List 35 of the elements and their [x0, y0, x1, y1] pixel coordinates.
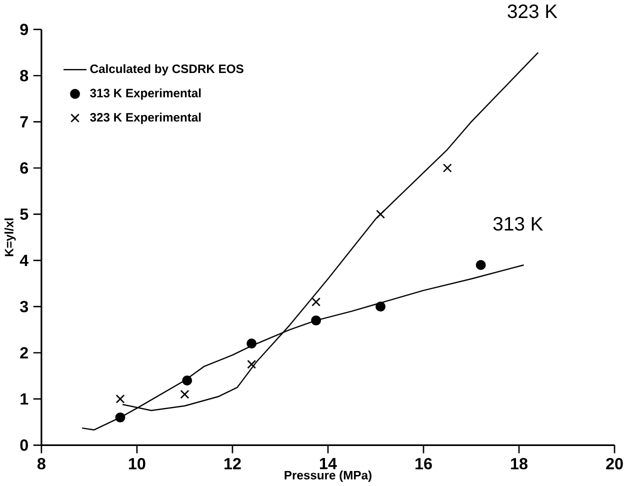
y-tick-label: 7 — [20, 116, 28, 128]
annotation: 313 K — [493, 216, 544, 230]
y-tick-label: 6 — [20, 162, 28, 174]
point — [376, 210, 385, 219]
legend-label: 323 K Experimental — [90, 112, 201, 124]
x-axis-title: Pressure (MPa) — [284, 470, 372, 482]
y-tick-label: 4 — [20, 254, 29, 266]
point — [180, 390, 190, 399]
y-axis-title: K=yl/xl — [4, 218, 16, 256]
legend-label: Calculated by CSDRK EOS — [90, 64, 244, 76]
annotation: 323 K — [508, 4, 558, 18]
point — [247, 360, 256, 369]
y-tick-label: 8 — [20, 70, 28, 82]
x-tick-label: 16 — [416, 458, 432, 470]
y-tick-label: 1 — [20, 393, 28, 404]
point — [376, 301, 386, 312]
point — [182, 375, 192, 386]
x-tick-label: 20 — [606, 458, 623, 470]
point — [312, 297, 321, 306]
legend-label: 313 K Experimental — [90, 88, 201, 100]
x-tick-label: 14 — [320, 458, 337, 469]
point — [442, 163, 452, 172]
y-tick-label: 5 — [20, 208, 28, 220]
x-tick-label: 18 — [511, 458, 528, 470]
y-tick-label: 2 — [20, 346, 28, 358]
x-tick-label: 8 — [37, 458, 46, 470]
y-tick-label: 9 — [20, 24, 28, 35]
point — [311, 315, 322, 326]
x-tick-label: 12 — [224, 458, 241, 470]
point — [476, 260, 486, 270]
point — [115, 412, 126, 422]
y-tick-label: 3 — [20, 300, 28, 312]
x-tick-label: 10 — [128, 458, 146, 470]
point — [246, 338, 257, 348]
y-tick-label: 0 — [20, 439, 28, 451]
